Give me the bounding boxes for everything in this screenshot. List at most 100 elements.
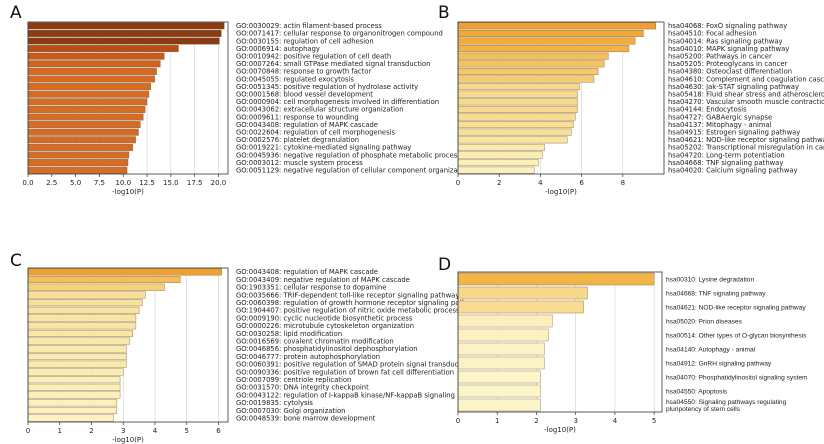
- plot-frame: [457, 271, 663, 413]
- category-label: GO:0043408: regulation of MAPK cascade: [236, 268, 378, 276]
- bar: [27, 128, 139, 136]
- bar: [457, 136, 568, 144]
- bar: [27, 105, 146, 113]
- bar: [457, 272, 655, 286]
- bar: [27, 391, 121, 399]
- category-label: GO:0043409: negative regulation of MAPK …: [236, 276, 410, 284]
- category-label: GO:1904407: positive regulation of nitri…: [236, 307, 460, 315]
- category-label: GO:0010942: positive regulation of cell …: [236, 53, 391, 61]
- bar: [27, 52, 165, 60]
- bar: [27, 329, 133, 337]
- bar: [27, 98, 148, 106]
- plot-frame: [27, 267, 229, 423]
- bar: [457, 113, 576, 121]
- category-label: hsa05418: Fluid shear stress and atheros…: [668, 91, 824, 99]
- category-label: hsa04610: Complement and coagulation cas…: [668, 75, 824, 83]
- bar: [27, 406, 118, 414]
- category-label: GO:0048539: bone marrow development: [236, 414, 376, 422]
- bar: [457, 98, 578, 106]
- category-label: GO:0001568: blood vessel development: [236, 91, 373, 99]
- category-label: hsa00514: Other types of O-glycan biosyn…: [666, 332, 807, 339]
- tick-label: 2: [534, 417, 538, 425]
- category-label: hsa04380: Osteoclast differentiation: [668, 68, 792, 76]
- tick-label: 12.5: [139, 179, 155, 187]
- bar: [457, 75, 595, 83]
- bar: [457, 384, 541, 398]
- bar: [27, 360, 127, 368]
- bar: [27, 306, 140, 314]
- category-label: hsa04720: Long-term potentiation: [668, 151, 785, 159]
- bar: [27, 22, 225, 30]
- bar: [457, 328, 549, 342]
- bar: [27, 83, 152, 91]
- bar: [27, 345, 127, 353]
- tick-label: 20.0: [211, 179, 227, 187]
- category-label: hsa04510: Focal adhesion: [668, 30, 757, 38]
- category-label: GO:0043408: regulation of MAPK cascade: [236, 121, 378, 129]
- bar: [27, 90, 150, 98]
- bar: [457, 370, 541, 384]
- category-label: GO:0031570: DNA integrity checkpoint: [236, 384, 369, 392]
- bar: [457, 105, 578, 113]
- tick-label: 0: [26, 427, 30, 435]
- bar: [457, 45, 630, 53]
- tick-label: 5: [652, 417, 656, 425]
- category-label: hsa05020: Prion diseases: [666, 318, 743, 325]
- tick-label: 15.0: [163, 179, 179, 187]
- category-label: hsa04621: NOD-like receptor signaling pa…: [666, 304, 806, 311]
- bar: [27, 383, 121, 391]
- bar: [457, 128, 572, 136]
- bar: [27, 159, 129, 167]
- category-label: hsa04010: MAPK signaling pathway: [668, 45, 789, 53]
- category-label: hsa04550: Apoptosis: [666, 388, 728, 395]
- category-label: hsa04668: TNF signaling pathway: [668, 159, 783, 167]
- bar: [27, 37, 220, 45]
- category-label: hsa04630: Jak-STAT signaling pathway: [668, 83, 799, 91]
- bar: [457, 356, 545, 370]
- bar: [27, 353, 127, 361]
- category-label: GO:0060398: regulation of growth hormone…: [236, 299, 480, 307]
- category-label: GO:0003012: muscle system process: [236, 159, 363, 167]
- panel-d: D 0 1 2 3 4 5 -log10(P) hsa00310: Lysine degrada…: [438, 255, 808, 434]
- category-label: GO:0006914: autophagy: [236, 45, 320, 53]
- category-label: GO:1903351: cellular response to dopamin…: [236, 284, 387, 292]
- category-label: GO:0022604: regulation of cell morphogen…: [236, 129, 396, 137]
- tick-label: 0: [456, 179, 460, 187]
- bar: [27, 322, 137, 330]
- bar: [457, 22, 656, 30]
- category-label: GO:0030155: regulation of cell adhesion: [236, 37, 374, 45]
- bar: [457, 159, 539, 167]
- category-label: GO:0019221: cytokine-mediated signaling …: [236, 144, 411, 152]
- category-label: hsa04912: GnRH signaling pathway: [666, 360, 772, 367]
- bar: [457, 286, 588, 300]
- category-label: GO:0009190: cyclic nucleotide biosynthet…: [236, 314, 413, 322]
- tick-label: 2: [497, 179, 501, 187]
- panel-label: B: [438, 3, 450, 23]
- category-label: hsa04915: Estrogen signaling pathway: [668, 129, 800, 137]
- category-label: hsa04070: Phosphatidylinositol signaling…: [666, 374, 808, 381]
- tick-label: 5.0: [70, 179, 81, 187]
- category-label: hsa04550: Signaling pathways regulating p…: [666, 399, 787, 413]
- plot-frame: [457, 21, 665, 175]
- tick-label: 5: [184, 427, 188, 435]
- x-axis-label: -log10(P): [544, 426, 576, 434]
- x-axis-label: -log10(P): [112, 436, 144, 444]
- tick-label: 2: [89, 427, 93, 435]
- category-label: GO:0046777: protein autophosphorylation: [236, 353, 380, 361]
- category-label: hsa04137: Mitophagy - animal: [668, 121, 772, 129]
- bar: [27, 121, 141, 129]
- tick-label: 4: [153, 427, 158, 435]
- bar: [27, 337, 130, 345]
- tick-label: 6: [579, 179, 584, 187]
- category-label: hsa05205: Proteoglycans in cancer: [668, 60, 787, 68]
- bar: [457, 90, 578, 98]
- bar: [27, 166, 128, 174]
- bar: [27, 45, 179, 53]
- bar: [27, 399, 118, 407]
- bar: [457, 143, 545, 151]
- bar: [27, 60, 161, 68]
- bar: [457, 52, 609, 60]
- category-label: GO:0007030: Golgi organization: [236, 407, 345, 415]
- bar: [457, 37, 636, 45]
- tick-label: 1: [58, 427, 62, 435]
